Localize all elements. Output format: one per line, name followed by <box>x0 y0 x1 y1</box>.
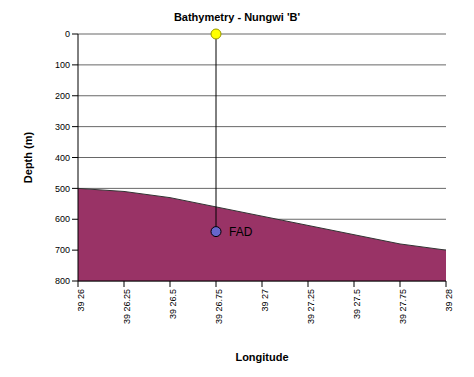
svg-text:Depth (m): Depth (m) <box>22 132 34 184</box>
svg-text:300: 300 <box>55 122 70 132</box>
svg-text:39 26.5: 39 26.5 <box>168 289 178 319</box>
html-text:Bathymetry - Nungwi 'B': Bathymetry - Nungwi 'B' <box>173 11 301 23</box>
svg-text:0: 0 <box>65 29 70 39</box>
svg-text:FAD: FAD <box>229 225 253 239</box>
svg-text:800: 800 <box>55 276 70 286</box>
svg-text:200: 200 <box>55 91 70 101</box>
svg-text:700: 700 <box>55 245 70 255</box>
svg-text:Longitude: Longitude <box>235 351 288 363</box>
svg-text:100: 100 <box>55 60 70 70</box>
svg-text:39 27.75: 39 27.75 <box>398 289 408 324</box>
svg-text:600: 600 <box>55 214 70 224</box>
svg-text:39 27: 39 27 <box>260 289 270 312</box>
svg-text:39 26: 39 26 <box>76 289 86 312</box>
svg-text:39 27.25: 39 27.25 <box>306 289 316 324</box>
svg-text:400: 400 <box>55 153 70 163</box>
svg-text:39 26.75: 39 26.75 <box>214 289 224 324</box>
svg-text:39 26.25: 39 26.25 <box>122 289 132 324</box>
svg-text:39 27.5: 39 27.5 <box>352 289 362 319</box>
svg-text:39 28: 39 28 <box>444 289 454 312</box>
svg-text:500: 500 <box>55 184 70 194</box>
